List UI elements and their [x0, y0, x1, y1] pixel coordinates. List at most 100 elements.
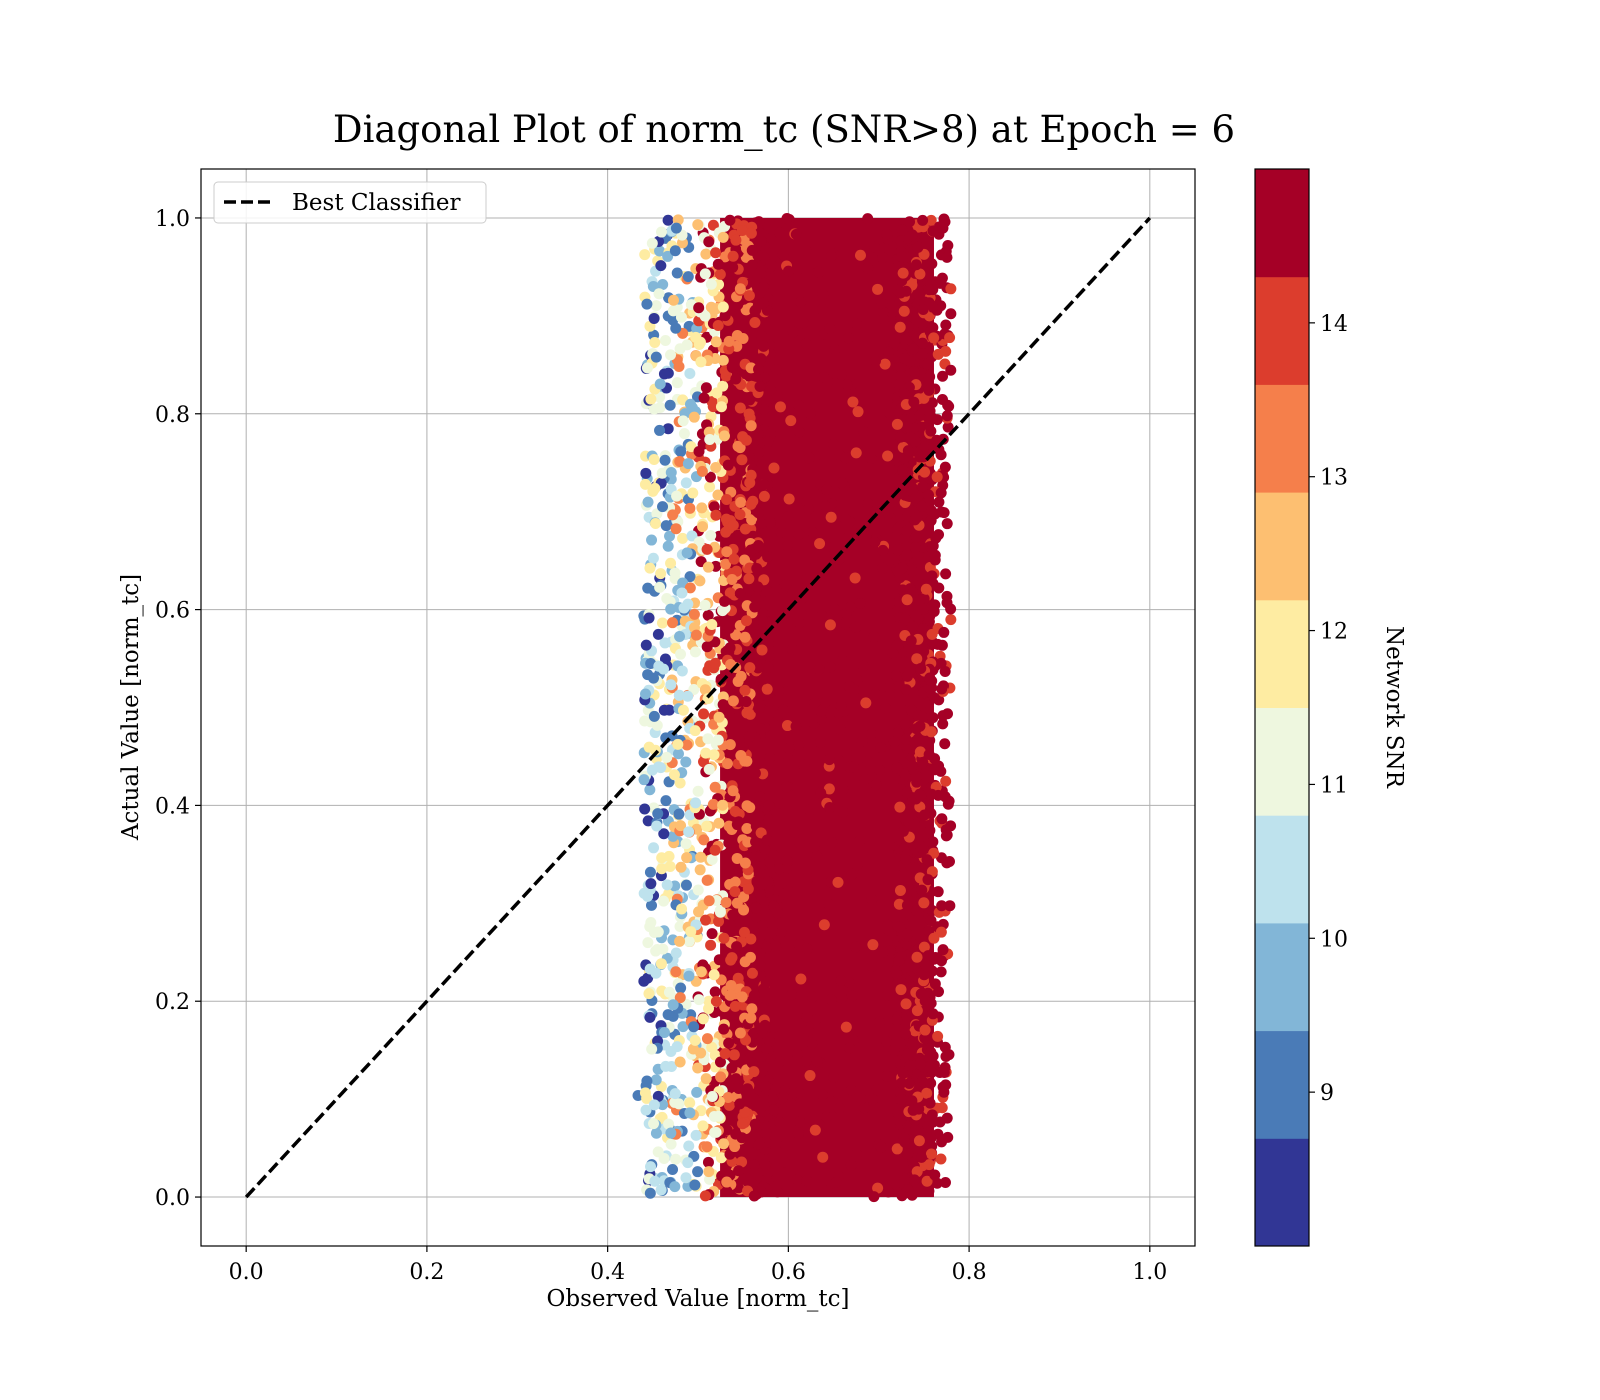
scatter-point: [911, 511, 923, 523]
scatter-point: [736, 224, 748, 236]
scatter-point: [821, 484, 833, 496]
scatter-point: [731, 852, 743, 864]
scatter-point: [669, 1096, 681, 1108]
scatter-point: [672, 738, 684, 750]
scatter-point: [680, 477, 692, 489]
scatter-point: [681, 852, 693, 864]
scatter-point: [823, 754, 835, 766]
scatter-point: [938, 626, 950, 638]
scatter-point: [756, 1002, 768, 1014]
best-classifier-line-layer: [244, 216, 1152, 1199]
y-tick-label: 0.4: [155, 794, 190, 819]
scatter-point: [748, 1159, 760, 1171]
scatter-point: [832, 1087, 844, 1099]
scatter-point: [755, 235, 767, 247]
scatter-point: [910, 723, 922, 735]
scatter-point: [890, 670, 902, 682]
scatter-point: [804, 407, 816, 419]
scatter-point: [804, 804, 816, 816]
scatter-point: [638, 774, 650, 786]
scatter-point: [665, 1138, 677, 1150]
scatter-point: [733, 1083, 745, 1095]
scatter-point: [936, 813, 948, 825]
scatter-point: [815, 705, 827, 717]
scatter-point: [795, 296, 807, 308]
scatter-point: [884, 689, 896, 701]
scatter-point: [735, 496, 747, 508]
scatter-point: [792, 399, 804, 411]
scatter-point: [714, 1056, 726, 1068]
scatter-point: [700, 914, 712, 926]
scatter-point: [701, 1033, 713, 1045]
scatter-point: [931, 471, 943, 483]
scatter-point: [781, 720, 793, 732]
scatter-point: [703, 236, 715, 248]
scatter-point: [697, 521, 709, 533]
scatter-point: [858, 426, 870, 438]
scatter-point: [868, 631, 880, 643]
scatter-point: [944, 332, 956, 344]
scatter-point: [703, 1166, 715, 1178]
scatter-point: [937, 718, 949, 730]
scatter-point: [793, 529, 805, 541]
scatter-point: [748, 1190, 760, 1202]
scatter-point: [760, 1080, 772, 1092]
scatter-point: [781, 854, 793, 866]
scatter-point: [688, 411, 700, 423]
scatter-point: [800, 245, 812, 257]
scatter-point: [675, 648, 687, 660]
legend-entry-best-classifier: Best Classifier: [292, 190, 460, 216]
scatter-point: [835, 369, 847, 381]
scatter-point: [739, 857, 751, 869]
scatter-point: [901, 899, 913, 911]
scatter-point: [763, 813, 775, 825]
scatter-point: [718, 1138, 730, 1150]
scatter-point: [771, 1186, 783, 1198]
scatter-point: [682, 690, 694, 702]
scatter-point: [710, 1126, 722, 1138]
scatter-point: [640, 467, 652, 479]
scatter-point: [684, 571, 696, 583]
scatter-point: [659, 637, 671, 649]
scatter-point: [936, 1102, 948, 1114]
scatter-point: [921, 854, 933, 866]
scatter-point: [758, 1061, 770, 1073]
scatter-point: [927, 225, 939, 237]
x-tick-label: 0.0: [229, 1260, 264, 1285]
scatter-point: [900, 684, 912, 696]
scatter-point: [752, 507, 764, 519]
scatter-point: [734, 587, 746, 599]
scatter-point: [899, 334, 911, 346]
scatter-point: [869, 355, 881, 367]
scatter-point: [910, 904, 922, 916]
scatter-point: [936, 639, 948, 651]
scatter-point: [901, 670, 913, 682]
scatter-point: [683, 826, 695, 838]
scatter-point: [925, 1148, 937, 1160]
scatter-point: [940, 1051, 952, 1063]
scatter-point: [883, 346, 895, 358]
scatter-point: [926, 258, 938, 270]
colorbar-band: [1255, 384, 1309, 493]
scatter-point: [892, 727, 904, 739]
scatter-point: [790, 720, 802, 732]
scatter-point: [761, 683, 773, 695]
scatter-point: [662, 250, 674, 262]
scatter-point: [920, 583, 932, 595]
scatter-point: [737, 1118, 749, 1130]
scatter-point: [891, 1014, 903, 1026]
scatter-point: [763, 800, 775, 812]
scatter-point: [774, 401, 786, 413]
scatter-point: [922, 950, 934, 962]
scatter-point: [752, 299, 764, 311]
scatter-point: [816, 1089, 828, 1101]
scatter-point: [675, 820, 687, 832]
scatter-point: [698, 392, 710, 404]
scatter-point: [742, 883, 754, 895]
scatter-point: [892, 1107, 904, 1119]
scatter-point: [928, 692, 940, 704]
scatter-point: [717, 231, 729, 243]
x-axis-label: Observed Value [norm_tc]: [547, 1286, 850, 1312]
scatter-point: [677, 704, 689, 716]
scatter-point: [667, 305, 679, 317]
